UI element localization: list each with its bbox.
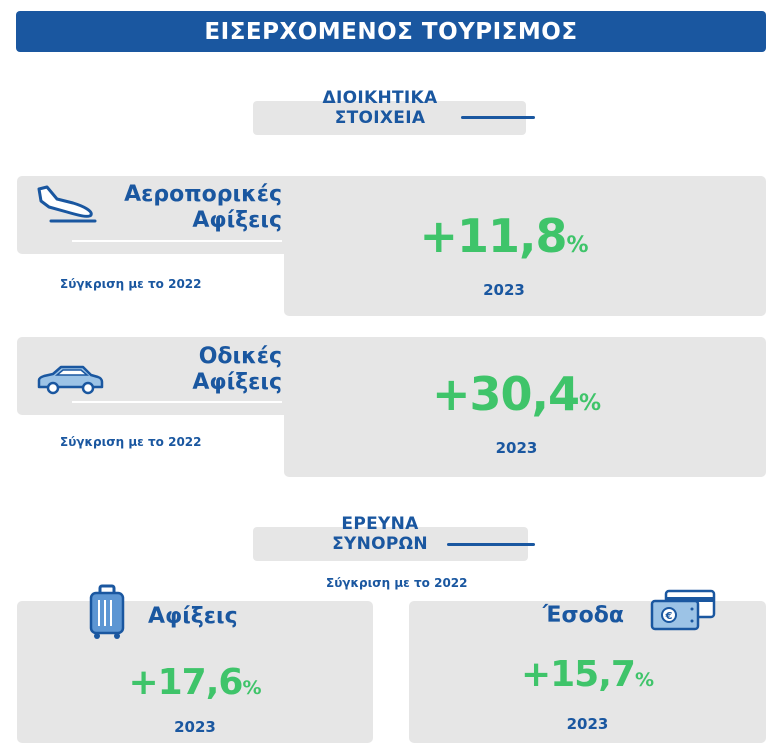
air-card-value-panel xyxy=(284,176,766,316)
air-card-value: +11,8% xyxy=(284,209,724,263)
suitcase-icon xyxy=(87,584,127,640)
survey-section-title: ΕΡΕΥΝΑ ΣΥΝΟΡΩΝ xyxy=(310,514,450,554)
money-card-icon: € xyxy=(648,588,718,632)
revenue-card-year: 2023 xyxy=(566,715,609,733)
revenue-card-value: +15,7% xyxy=(409,654,766,695)
road-card-title-line1: Οδικές xyxy=(198,344,282,369)
survey-compare-label: Σύγκριση με το 2022 xyxy=(326,576,468,590)
air-card-title-line1: Αεροπορικές xyxy=(124,182,282,207)
admin-section-title-line1: ΔΙΟΙΚΗΤΙΚΑ xyxy=(322,88,438,108)
arrivals-card xyxy=(17,601,373,743)
road-card-compare-label: Σύγκριση με το 2022 xyxy=(60,435,202,449)
air-card-value-number: +11,8 xyxy=(419,209,567,263)
arrivals-card-value: +17,6% xyxy=(17,662,373,703)
road-card-year: 2023 xyxy=(495,439,538,457)
air-card-year: 2023 xyxy=(483,281,525,299)
page-title: ΕΙΣΕΡΧΟΜΕΝΟΣ ΤΟΥΡΙΣΜΟΣ xyxy=(204,18,578,45)
air-card-value-unit: % xyxy=(566,233,589,258)
air-card-title: Αεροπορικές Αφίξεις xyxy=(100,182,282,234)
revenue-card-title: Έσοδα xyxy=(542,603,624,628)
road-card-title: Οδικές Αφίξεις xyxy=(100,344,282,396)
arrivals-card-title: Αφίξεις xyxy=(148,604,238,629)
admin-section-title: ΔΙΟΙΚΗΤΙΚΑ ΣΤΟΙΧΕΙΑ xyxy=(300,88,460,128)
road-card-divider xyxy=(72,401,282,403)
road-card-value-unit: % xyxy=(579,391,602,416)
arrivals-card-value-unit: % xyxy=(242,677,262,699)
road-card-value-panel xyxy=(284,337,766,477)
arrivals-card-value-number: +17,6 xyxy=(128,662,243,703)
survey-section-title-line1: ΕΡΕΥΝΑ xyxy=(341,514,419,534)
revenue-card xyxy=(409,601,766,743)
revenue-card-value-unit: % xyxy=(634,669,655,691)
survey-section-underline xyxy=(447,543,535,546)
page-title-banner: ΕΙΣΕΡΧΟΜΕΝΟΣ ΤΟΥΡΙΣΜΟΣ xyxy=(16,11,766,52)
admin-section-underline xyxy=(461,116,535,119)
revenue-card-value-number: +15,7 xyxy=(520,654,636,695)
road-card-title-line2: Αφίξεις xyxy=(192,370,282,395)
air-card-divider xyxy=(72,240,282,242)
car-icon xyxy=(35,363,105,395)
air-card-compare-label: Σύγκριση με το 2022 xyxy=(60,277,202,291)
arrivals-card-year: 2023 xyxy=(174,718,216,736)
airplane-landing-icon xyxy=(33,181,97,225)
road-card-value: +30,4% xyxy=(284,367,749,421)
admin-section-title-line2: ΣΤΟΙΧΕΙΑ xyxy=(334,108,426,128)
air-card-title-line2: Αφίξεις xyxy=(192,208,282,233)
svg-text:€: € xyxy=(665,611,673,622)
survey-section-title-line2: ΣΥΝΟΡΩΝ xyxy=(332,534,428,554)
road-card-value-number: +30,4 xyxy=(431,367,580,421)
